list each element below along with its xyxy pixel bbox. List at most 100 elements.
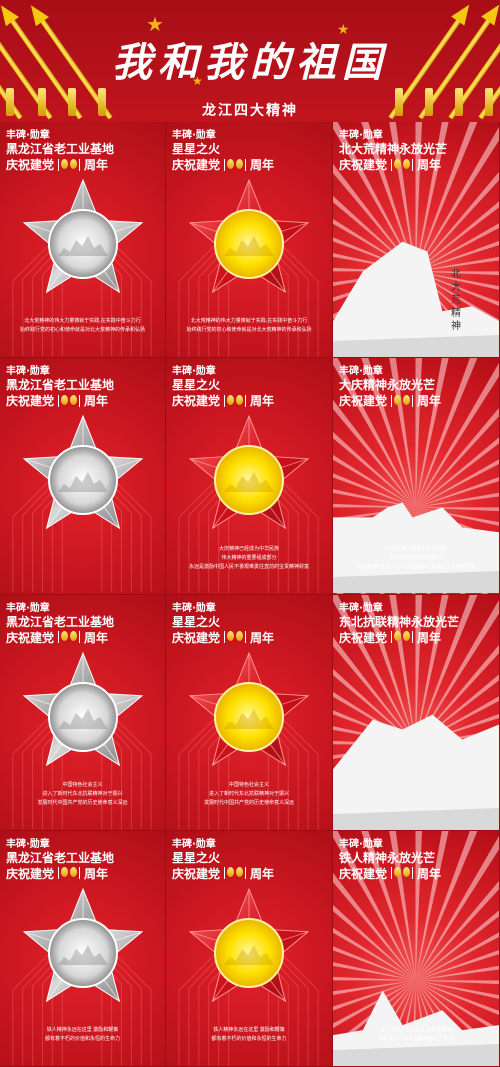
panel-title: 黑龙江省老工业基地 [6,850,115,865]
anniversary-number-icon [391,158,414,171]
tassel-icon [68,88,76,116]
gold-star-medal-icon [184,647,314,777]
caption-line: 都有着不朽的价值和永恒的生命力 [44,1036,120,1042]
panel-title: 北大荒精神永放光芒 [339,142,448,156]
panel-tag: 丰碑·勋章 [339,130,383,141]
silver-star-medal-icon [18,410,148,540]
anniversary-suffix: 周年 [250,158,275,172]
star-icon: ★ [146,12,164,36]
panel-anniversary: 庆祝建党 周年 [339,156,441,173]
tassel-icon [38,88,46,116]
anniversary-suffix: 周年 [250,394,275,409]
caption-line: 进入了新时代东北抗联精神对于振兴 [208,790,289,797]
panel-title: 大庆精神永放光芒 [339,378,436,393]
caption-line: 进入了新时代东北抗联精神对于振兴 [42,790,123,797]
panel-tag: 丰碑·勋章 [172,366,216,378]
anniversary-suffix: 周年 [84,394,109,409]
panel-caption: 北大荒精神的伟大力量铸就于实践,在实践中奋斗力行 始终践行党的初心和使命就是对北大… [174,317,324,335]
gold-medal-panel: 丰碑·勋章 星星之火 庆祝建党 周年 铁人精神永远在这里 激励和鞭策 都有着不朽的价值和永… [166,830,333,1067]
panel-caption: 铁人精神永远在这里 激励和鞭策 都有着不朽的价值和永恒的生命力 [8,1026,157,1044]
page-title: 我和我的祖国 [112,39,388,86]
anniversary-suffix: 周年 [84,866,109,881]
panel-anniversary: 庆祝建党 周年 [172,865,274,882]
anniversary-suffix: 周年 [250,630,275,645]
monument-inscription: 北大荒精神 [451,269,461,333]
panel-title: 星星之火 [172,142,221,156]
anniversary-prefix: 庆祝建党 [6,866,55,881]
caption-line: 永远是激励中国人民不畏艰难勇往直前的宝贵精神财富 [355,563,476,570]
gold-medal-panel: 丰碑·勋章 星星之火庆祝建党 周年北大荒精神的伟大力量铸就于实践,在实践中奋斗力行始… [166,122,333,359]
panel-caption: 中国特色社会主义进入了新时代东北抗联精神对于振兴 发展时代中国共产党的历史使命意义… [174,781,324,808]
anniversary-suffix: 周年 [84,158,109,172]
anniversary-number-icon [58,867,81,880]
panel-caption: 铁人精神永远在这里 激励和鞭策 都有着不朽的价值和永恒的生命力 [341,1026,491,1044]
caption-line: 中国特色社会主义 [228,781,269,788]
caption-line: 伟大精神的重要组成部分 [388,554,444,561]
panel-tag: 丰碑·勋章 [172,130,216,141]
sunburst-rays [333,594,499,830]
caption-line: 始终践行党的初心和使命就是对北大荒精神的传承和弘扬 [19,327,145,334]
caption-line: 铁人精神永远在这里 激励和鞭策 [46,1027,119,1033]
anniversary-suffix: 周年 [417,158,442,172]
tassel-icon [485,88,493,116]
caption-line: 大庆精神已经成为中华民族 [385,545,446,552]
anniversary-suffix: 周年 [417,630,442,645]
gold-medal-panel: 丰碑·勋章 星星之火 庆祝建党 周年大庆精神已经成为中华民族 伟大精神的重要组成部分 永远… [166,358,333,595]
panel-title: 黑龙江省老工业基地 [6,142,115,156]
panel-title: 星星之火 [172,850,221,865]
sunburst-panel: 丰碑·勋章 铁人精神永放光芒 庆祝建党 周年 铁人精神永远在这里 激励和鞭策 都有着不朽的… [333,830,500,1067]
panel-tag: 丰碑·勋章 [339,366,383,378]
anniversary-prefix: 庆祝建党 [172,394,221,409]
anniversary-prefix: 庆祝建党 [339,866,388,881]
panel-tag: 丰碑·勋章 [6,366,50,378]
panel-title: 东北抗联精神永放光芒 [339,614,460,629]
caption-line: 始终践行党的初心和使命就是对北大荒精神的传承和弘扬 [186,327,312,334]
caption-line: 发展时代中国共产党的历史使命意义深远 [37,799,128,806]
panel-title: 黑龙江省老工业基地 [6,614,115,629]
anniversary-prefix: 庆祝建党 [172,158,221,172]
anniversary-prefix: 庆祝建党 [6,630,55,645]
panel-anniversary: 庆祝建党 周年 [172,156,274,173]
panel-anniversary: 庆祝建党 周年 [6,629,108,646]
anniversary-number-icon [224,631,247,643]
caption-line: 永远是激励中国人民不畏艰难勇往直前的宝贵精神财富 [188,563,309,570]
panel-title: 星星之火 [172,378,221,393]
gold-star-medal-icon [184,174,314,304]
anniversary-number-icon [224,158,247,171]
silver-star-medal-icon [18,174,148,304]
silver-medal-panel: 丰碑·勋章 黑龙江省老工业基地 庆祝建党 周年 北大荒精神的伟大力量铸就于实践,在实践中… [0,122,166,359]
panel-anniversary: 庆祝建党 周年 [6,156,108,173]
panel-tag: 丰碑·勋章 [6,838,50,850]
panel-caption: 铁人精神永远在这里 激励和鞭策 都有着不朽的价值和永恒的生命力 [174,1026,324,1044]
sunburst-rays [333,358,499,594]
gold-medal-panel: 丰碑·勋章 星星之火 庆祝建党 周年 中国特色社会主义 进入了新时代东北抗联精神对于振兴发… [166,594,333,831]
panel-caption: 大庆精神已经成为中华民族 伟大精神的重要组成部分 永远是激励中国人民不畏艰难勇往直前… [174,545,324,572]
silver-star-medal-icon [18,647,148,777]
caption-line: 铁人精神永远在这里 激励和鞭策 [213,1027,285,1033]
caption-line: 发展时代中国共产党的历史使命意义深远 [203,799,294,806]
caption-line: 北大荒精神的伟大力量铸就于实践,在实践中奋斗力行 [190,318,308,325]
sunburst-rays [333,122,499,358]
silver-star-medal-icon [18,883,148,1013]
sunburst-rays [333,830,499,1066]
caption-line: 铁人精神永远在这里 激励和鞭策 [380,1027,452,1033]
panel-tag: 丰碑·勋章 [339,602,383,614]
anniversary-number-icon [391,867,414,880]
panel-anniversary: 庆祝建党 周年 [172,629,274,646]
anniversary-number-icon [391,631,414,643]
anniversary-number-icon [58,631,81,643]
header-banner: ★ ★ ★ 我和我的祖国 龙江四大精神 [0,0,500,122]
anniversary-prefix: 庆祝建党 [339,630,388,645]
star-icon: ★ [192,74,203,88]
anniversary-prefix: 庆祝建党 [339,394,388,409]
star-icon: ★ [337,22,350,38]
silver-medal-panel: 丰碑·勋章 黑龙江省老工业基地 庆祝建党 周年铁人精神永远在这里 激励和鞭策 都有着不朽… [0,830,166,1067]
anniversary-prefix: 庆祝建党 [6,394,55,409]
panel-tag: 丰碑·勋章 [6,602,50,614]
silver-medal-panel: 丰碑·勋章 黑龙江省老工业基地 庆祝建党 周年 [0,358,166,595]
tassel-icon [6,88,14,116]
panel-caption: 大庆精神已经成为中华民族 伟大精神的重要组成部分永远是激励中国人民不畏艰难勇往直前… [341,545,491,572]
anniversary-prefix: 庆祝建党 [6,158,55,172]
panel-caption: 北大荒精神的伟大力量铸就于实践,在实践中奋斗力行 始终践行党的初心和使命就是对北大… [8,317,157,335]
